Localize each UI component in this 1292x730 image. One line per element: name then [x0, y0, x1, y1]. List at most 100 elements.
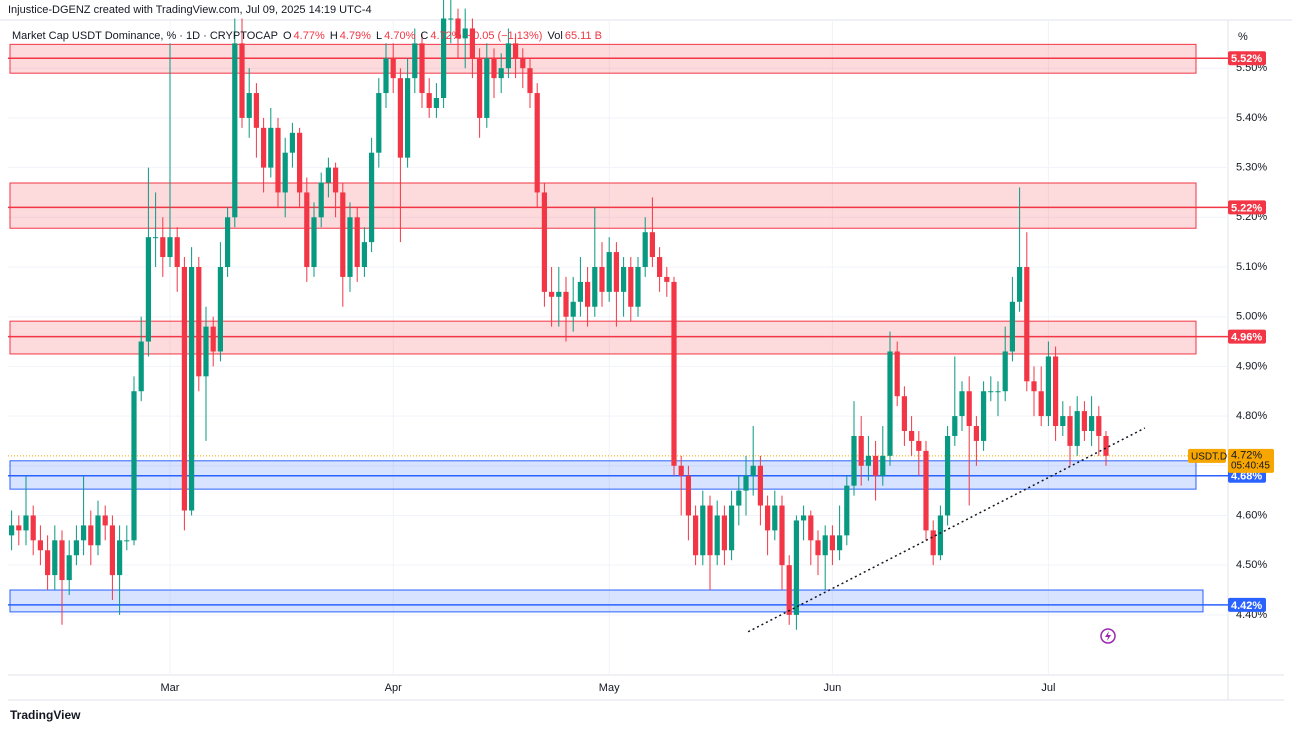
- candle-body: [433, 98, 439, 108]
- y-tick-label: 4.90%: [1236, 360, 1267, 372]
- candle-body: [102, 515, 108, 526]
- h-value: 4.79%: [339, 30, 371, 42]
- candle-body: [210, 326, 216, 352]
- candle-body: [347, 217, 353, 277]
- legend: Market Cap USDT Dominance, % · 1D · CRYP…: [12, 30, 604, 42]
- candle-body: [729, 505, 735, 551]
- candle-body: [721, 515, 727, 551]
- candle-body: [815, 540, 821, 556]
- candle-body: [361, 242, 367, 267]
- candle-body: [520, 58, 526, 69]
- candle-body: [45, 550, 51, 576]
- candle-body: [297, 132, 303, 193]
- candle-body: [138, 341, 144, 392]
- candle-body: [541, 192, 547, 292]
- candle-body: [217, 266, 223, 352]
- candle-body: [282, 152, 288, 193]
- candle-body: [448, 18, 454, 20]
- zone: [9, 320, 1197, 355]
- candle-body: [203, 326, 209, 377]
- candle-body: [9, 525, 15, 536]
- y-tick-label: 4.60%: [1236, 509, 1267, 521]
- candle-body: [757, 465, 763, 506]
- candle-body: [822, 535, 828, 556]
- candle-body: [505, 43, 511, 69]
- candle-body: [239, 43, 245, 118]
- candle-body: [30, 515, 36, 541]
- candle-body: [37, 540, 43, 551]
- candle-body: [23, 515, 29, 531]
- candle-body: [1089, 416, 1095, 431]
- x-tick-label: Apr: [385, 682, 402, 694]
- candle-body: [232, 43, 238, 218]
- alert-icon-bolt: [1105, 631, 1111, 641]
- candle-body: [397, 78, 403, 158]
- candle-body: [563, 291, 569, 317]
- candle-body: [1067, 416, 1073, 446]
- candle-body: [599, 266, 605, 292]
- candle-body: [325, 167, 331, 183]
- candle-body: [844, 485, 850, 536]
- candle-body: [628, 266, 634, 307]
- candle-body: [419, 43, 425, 94]
- candle-body: [534, 93, 540, 193]
- candle-body: [765, 505, 771, 531]
- candle-body: [750, 465, 756, 476]
- candle-body: [95, 515, 101, 546]
- zone: [9, 589, 1204, 613]
- candle-body: [793, 520, 799, 615]
- candle-body: [945, 435, 951, 516]
- candle-body: [405, 78, 411, 158]
- candle-body: [606, 252, 612, 292]
- candle-body: [772, 505, 778, 531]
- candle-body: [527, 68, 533, 94]
- candle-body: [275, 127, 281, 193]
- x-tick-label: May: [599, 682, 620, 694]
- zone: [9, 182, 1197, 229]
- candle-body: [865, 455, 871, 466]
- candle-body: [145, 237, 151, 342]
- x-tick-label: Jun: [824, 682, 842, 694]
- candle-body: [88, 525, 94, 546]
- candle-body: [988, 391, 994, 393]
- candle-body: [779, 505, 785, 566]
- candle-body: [1009, 301, 1015, 352]
- candle-body: [477, 58, 483, 118]
- y-tick-label: 4.80%: [1236, 410, 1267, 422]
- h-label: H: [329, 30, 338, 42]
- candle-body: [642, 232, 648, 267]
- o-label: O: [282, 30, 292, 42]
- level-label: 4.96%: [1231, 331, 1262, 343]
- candle-body: [801, 515, 807, 521]
- vol-value: 65.11 B: [564, 30, 602, 42]
- candle-body: [837, 535, 843, 551]
- candle-body: [930, 530, 936, 556]
- symbol-name: USDT.D: [1191, 451, 1227, 462]
- candle-body: [383, 58, 389, 94]
- y-tick-label: 5.10%: [1236, 261, 1267, 273]
- level-badge: [1228, 200, 1266, 215]
- last-badge: [1228, 448, 1274, 473]
- candle-body: [613, 252, 619, 292]
- candle-body: [124, 540, 130, 542]
- candle-body: [174, 237, 180, 267]
- candle-body: [981, 391, 987, 441]
- candle-body: [253, 93, 259, 128]
- candle-body: [181, 266, 187, 511]
- y-tick-label: 5.30%: [1236, 162, 1267, 174]
- candle-body: [1103, 435, 1109, 456]
- level-label: 5.22%: [1231, 202, 1262, 214]
- candle-body: [1074, 411, 1080, 446]
- candle-body: [354, 217, 360, 267]
- candle-body: [333, 167, 339, 193]
- candle-body: [923, 450, 929, 531]
- y-tick-label: 4.50%: [1236, 559, 1267, 571]
- candle-body: [52, 540, 58, 576]
- candle-body: [829, 535, 835, 551]
- last-label: 4.72%: [1231, 450, 1262, 462]
- candle-body: [1053, 356, 1059, 427]
- candle-body: [117, 540, 123, 576]
- candle-body: [153, 237, 159, 239]
- l-value: 4.70%: [384, 30, 416, 42]
- candle-body: [189, 266, 195, 511]
